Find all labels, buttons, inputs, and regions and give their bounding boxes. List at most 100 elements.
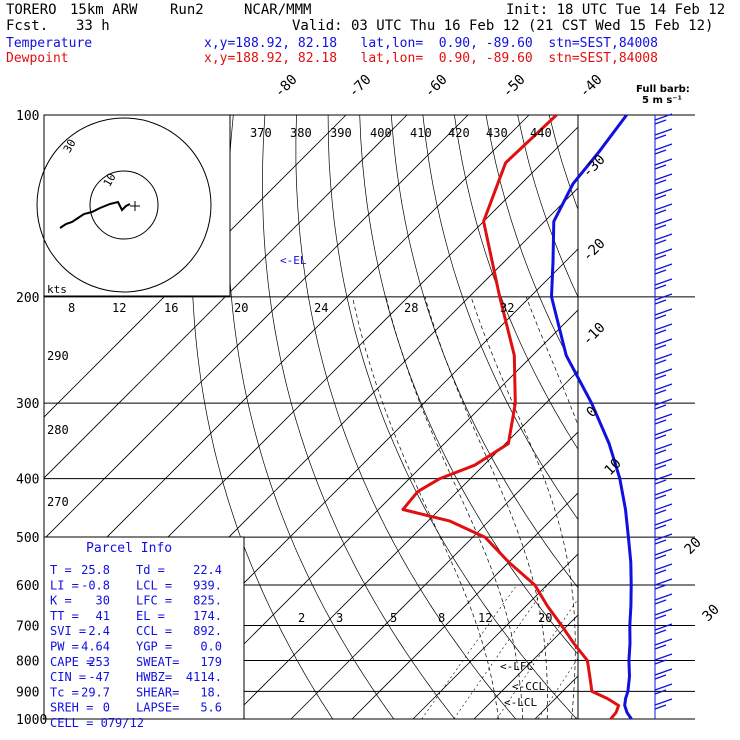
wind-barb (654, 158, 673, 170)
moist-adiabat-line (592, 297, 647, 719)
wind-barb (654, 218, 673, 230)
plot-frame (43, 114, 579, 720)
parcel-row-value: 30 (96, 594, 110, 608)
parcel-panel-title: Parcel Info (86, 541, 172, 556)
parcel-row-value: 0.0 (200, 640, 222, 654)
parcel-row-value: 5.6 (200, 701, 222, 715)
wind-barb (654, 263, 673, 275)
isotherm-line (44, 115, 530, 601)
dry-adiabat-line (676, 115, 740, 719)
parcel-row-label: LI = (50, 578, 79, 592)
dry-adiabat-line (327, 115, 578, 719)
sounding-traces (401, 113, 633, 720)
wind-barb (654, 188, 673, 200)
parcel-row-label: HWBZ= (136, 670, 172, 684)
temperature-axis-label: -30 (580, 152, 609, 181)
wind-barbs (654, 113, 673, 719)
pressure-tick-label: 300 (16, 397, 39, 412)
dry-adiabat-line (390, 115, 578, 589)
pressure-tick-label: 800 (16, 654, 39, 669)
mixing-ratio-label: 3 (336, 611, 343, 625)
parcel-row-label: K = (50, 594, 72, 608)
parcel-row-value: 29.7 (81, 685, 110, 699)
parcel-row-value: 0 (103, 701, 110, 715)
parcel-row-label: CCL = (136, 624, 172, 638)
model-resolution: 15km ARW (70, 2, 138, 18)
isotherm-line (534, 675, 578, 719)
pressure-tick-label: 1000 (16, 713, 47, 728)
temperature-axis-label: 10 (602, 456, 625, 479)
dry-adiabat-line (262, 115, 456, 719)
wind-barb (654, 623, 673, 635)
wind-barb (654, 383, 673, 395)
hodograph-ring-label: 10 (101, 171, 119, 189)
pressure-tick-label: 500 (16, 531, 39, 546)
wind-barb (654, 668, 673, 680)
parcel-row-label: SWEAT= (136, 655, 179, 669)
wind-barb (654, 608, 673, 620)
isotherm-line (718, 115, 740, 719)
parcel-row-value: 4114. (186, 670, 222, 684)
mixing-ratio-line (537, 657, 578, 719)
wind-barb (654, 113, 673, 125)
wind-barb (654, 653, 673, 665)
pressure-tick-label: 700 (16, 619, 39, 634)
dry-adiabat-line (191, 115, 334, 719)
temperature-axis-label: -10 (580, 320, 609, 349)
pressure-tick-label: 200 (16, 291, 39, 306)
parcel-row-value: 18. (200, 685, 222, 699)
wind-barb (654, 203, 673, 215)
parcel-row-label: CIN = (50, 670, 86, 684)
dry-adiabat-line (612, 115, 740, 719)
pressure-tick-label: 100 (16, 109, 39, 124)
isotherm-line (229, 370, 578, 719)
theta-label: 410 (410, 126, 432, 140)
hodograph-speed-label: 28 (404, 301, 418, 315)
wind-barb (654, 323, 673, 335)
parcel-row-value: 25.8 (81, 563, 110, 577)
theta-label: 270 (47, 495, 69, 509)
theta-label: 430 (486, 126, 508, 140)
temperature-axis-label: -70 (346, 72, 375, 101)
mixing-ratio-label: 12 (478, 611, 492, 625)
theta-label: 440 (530, 126, 552, 140)
valid-time: Valid: 03 UTC Thu 16 Feb 12 (21 CST Wed … (292, 18, 714, 34)
parcel-row-label: PW = (50, 640, 79, 654)
parcel-row-value: -0.8 (81, 578, 110, 592)
wind-barb (654, 503, 673, 515)
dry-adiabat-line (707, 115, 740, 719)
temperature-axis-label: 20 (682, 535, 705, 558)
wind-barb (654, 683, 673, 695)
mixing-ratio-label: 2 (298, 611, 305, 625)
mixing-ratio-label: 20 (538, 611, 552, 625)
wind-barb (654, 143, 673, 155)
wind-barb (654, 398, 673, 410)
mixing-ratio-label: 5 (390, 611, 397, 625)
parcel-row-label: TT = (50, 609, 79, 623)
isotherm-line (168, 309, 578, 719)
isotherm-line (412, 553, 578, 719)
dewpoint-legend-info: x,y=188.92, 82.18 lat,lon= 0.90, -89.60 … (204, 51, 658, 66)
theta-label: 420 (448, 126, 470, 140)
wind-barb (654, 248, 673, 260)
isotherm-line (44, 115, 408, 479)
hodograph-speed-label: 32 (500, 301, 514, 315)
moist-adiabat-line (470, 296, 576, 719)
parcel-row-label: YGP = (136, 640, 172, 654)
isotherm-line (290, 431, 578, 719)
temperature-legend: Temperature (6, 36, 93, 51)
hodograph-speed-label: 8 (68, 301, 75, 315)
full-barb-label: Full barb: (636, 84, 690, 95)
wind-barb (654, 548, 673, 560)
model-name: TORERO (6, 2, 57, 18)
forecast-label: Fcst. (6, 18, 49, 34)
temperature-axis-label: -20 (580, 236, 609, 265)
level-label: <-EL (280, 254, 307, 267)
hodograph-trace (59, 200, 131, 229)
temperature-trace (550, 114, 633, 720)
hodograph-ring-label: 30 (61, 137, 79, 155)
parcel-row-value: 2.4 (88, 624, 110, 638)
temperature-axis-label: -40 (577, 72, 606, 101)
